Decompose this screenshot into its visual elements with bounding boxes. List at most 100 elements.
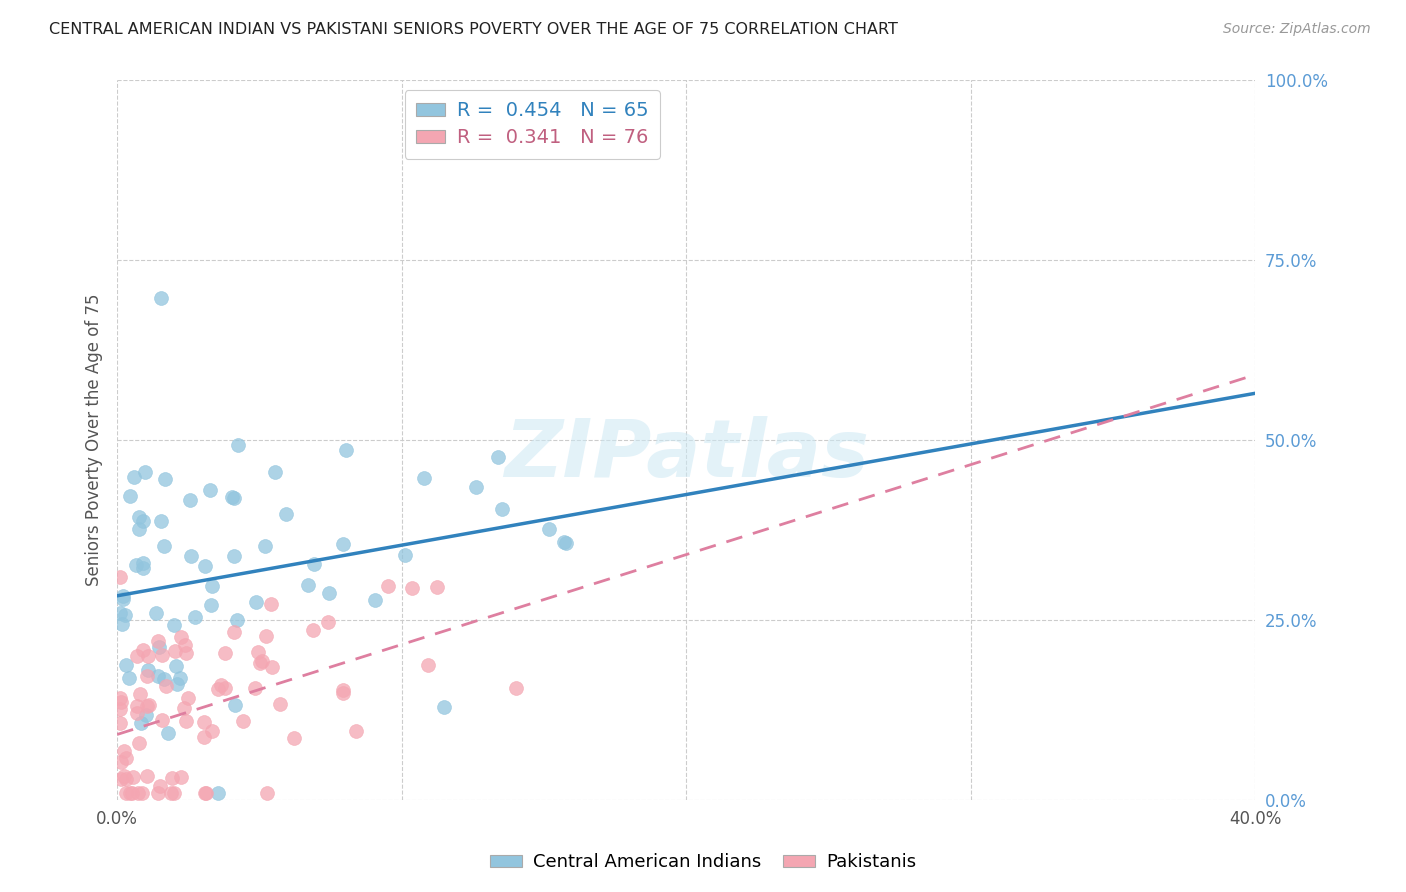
Point (283, 731, 305, 745)
Point (150, 713, 173, 727)
Point (146, 786, 169, 800)
Legend: R =  0.454   N = 65, R =  0.341   N = 76: R = 0.454 N = 65, R = 0.341 N = 76 (405, 90, 661, 159)
Point (243, 681, 266, 695)
Point (245, 595, 267, 609)
Point (335, 443, 357, 458)
Point (254, 630, 277, 644)
Point (224, 624, 246, 639)
Point (318, 585, 340, 599)
Point (162, 771, 184, 785)
Point (152, 648, 174, 662)
Point (150, 514, 173, 528)
Point (146, 633, 169, 648)
Point (132, 643, 155, 657)
Point (214, 646, 236, 660)
Point (108, 702, 131, 716)
Point (301, 623, 323, 637)
Point (135, 669, 157, 683)
Point (118, 671, 141, 685)
Point (155, 679, 177, 693)
Point (413, 471, 436, 485)
Point (129, 715, 152, 730)
Point (148, 640, 170, 654)
Point (112, 769, 135, 783)
Point (179, 492, 201, 507)
Point (269, 697, 291, 711)
Point (250, 654, 273, 668)
Point (174, 714, 197, 728)
Point (132, 514, 155, 528)
Point (554, 536, 576, 550)
Point (121, 770, 143, 784)
Point (180, 549, 202, 564)
Point (169, 672, 191, 686)
Point (465, 480, 488, 494)
Point (121, 786, 143, 800)
Point (112, 744, 135, 758)
Point (110, 756, 132, 770)
Point (201, 724, 224, 739)
Text: CENTRAL AMERICAN INDIAN VS PAKISTANI SENIORS POVERTY OVER THE AGE OF 75 CORRELAT: CENTRAL AMERICAN INDIAN VS PAKISTANI SEN… (49, 22, 898, 37)
Point (249, 656, 271, 670)
Point (150, 291, 173, 305)
Point (114, 658, 136, 673)
Text: Source: ZipAtlas.com: Source: ZipAtlas.com (1223, 22, 1371, 37)
Point (108, 569, 131, 583)
Point (122, 469, 145, 483)
Point (194, 558, 217, 573)
Point (174, 638, 197, 652)
Point (146, 669, 169, 683)
Point (131, 786, 153, 800)
Point (505, 681, 527, 695)
Point (432, 700, 454, 714)
Point (222, 491, 245, 505)
Point (128, 736, 150, 750)
Point (128, 522, 150, 536)
Point (222, 549, 245, 564)
Point (120, 786, 142, 800)
Point (344, 723, 367, 738)
Point (135, 699, 157, 714)
Point (132, 557, 155, 571)
Point (426, 580, 449, 594)
Point (377, 579, 399, 593)
Point (110, 772, 132, 786)
Point (201, 579, 224, 593)
Point (226, 614, 249, 628)
Point (194, 786, 217, 800)
Point (194, 786, 217, 800)
Point (253, 540, 276, 554)
Point (332, 683, 354, 698)
Point (177, 691, 200, 706)
Point (132, 560, 155, 574)
Point (149, 779, 172, 793)
Point (260, 597, 283, 611)
Point (127, 786, 149, 800)
Point (153, 472, 176, 486)
Point (169, 770, 191, 784)
Point (165, 644, 187, 658)
Point (136, 769, 159, 783)
Point (224, 698, 246, 712)
Point (553, 535, 575, 549)
Point (108, 607, 131, 621)
Point (193, 730, 215, 744)
Point (145, 606, 167, 620)
Point (112, 589, 135, 603)
Point (200, 598, 222, 612)
Point (115, 751, 138, 765)
Point (214, 681, 236, 696)
Point (138, 698, 160, 712)
Point (207, 681, 229, 696)
Point (159, 786, 181, 800)
Legend: Central American Indians, Pakistanis: Central American Indians, Pakistanis (482, 847, 924, 879)
Point (174, 646, 197, 660)
Point (316, 615, 339, 629)
Point (198, 483, 221, 497)
Point (491, 501, 513, 516)
Point (129, 687, 152, 701)
Point (274, 507, 297, 521)
Point (108, 691, 131, 706)
Point (163, 786, 186, 800)
Point (156, 726, 179, 740)
